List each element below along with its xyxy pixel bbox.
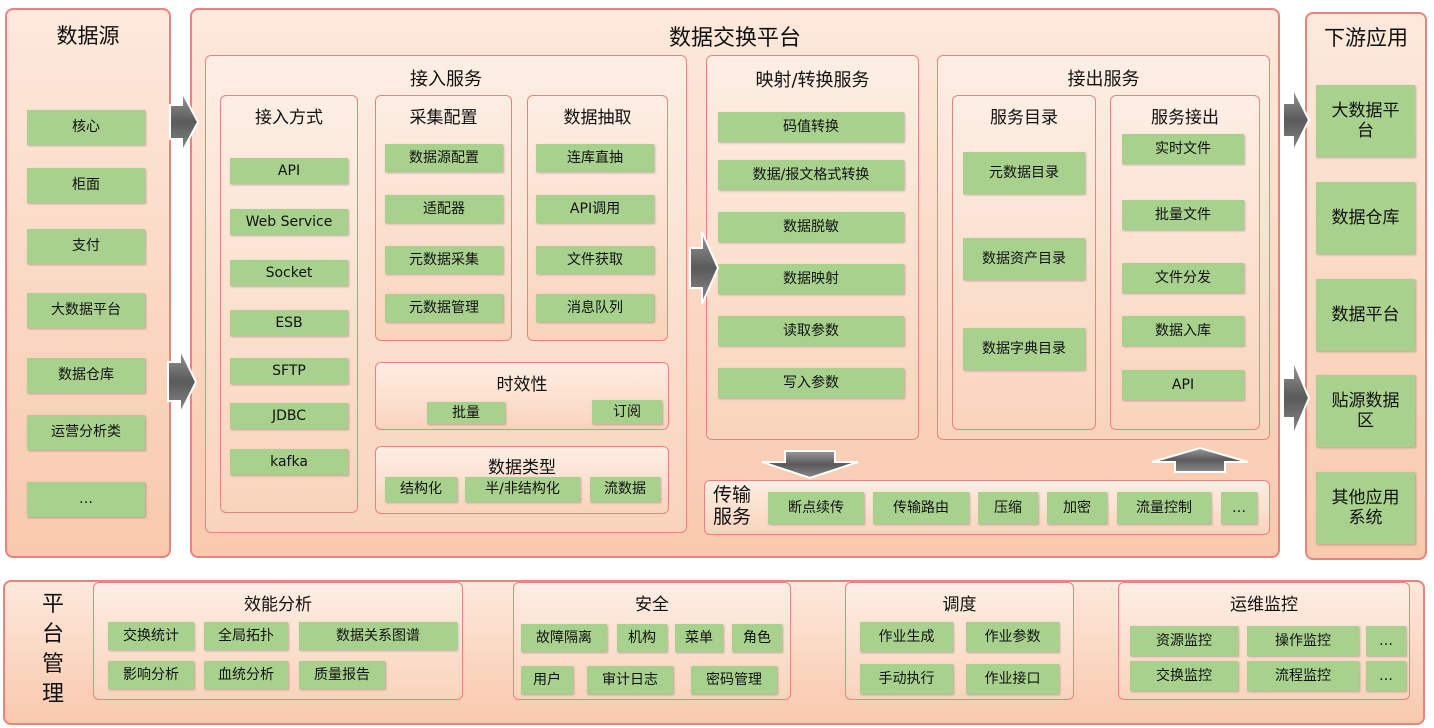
item: 压缩: [978, 492, 1038, 524]
column-title: 服务接出: [1151, 108, 1219, 128]
item: API: [230, 158, 348, 184]
group-title: 运维监控: [1230, 595, 1298, 615]
platform-title: 数据交换平台: [668, 26, 801, 51]
item: 数据资产目录: [963, 238, 1085, 280]
column-title: 接入方式: [255, 108, 323, 128]
item: 用户: [521, 666, 573, 694]
item: 全局拓扑: [204, 622, 288, 650]
item: 实时文件: [1122, 134, 1244, 164]
item: 作业参数: [966, 622, 1059, 652]
ingest-title: 接入服务: [410, 69, 482, 90]
downstream-item: 贴源数据区: [1316, 375, 1415, 447]
item: 菜单: [675, 624, 723, 652]
item: 加密: [1047, 492, 1107, 524]
item: 资源监控: [1130, 626, 1238, 656]
source-item: 运营分析类: [27, 415, 145, 450]
group-title: 调度: [942, 595, 977, 615]
item: Socket: [230, 260, 348, 286]
item: 读取参数: [718, 316, 904, 346]
item: …: [1221, 492, 1257, 524]
item: 断点续传: [768, 492, 864, 524]
item: …: [1366, 661, 1406, 691]
item: 数据映射: [718, 264, 904, 294]
downstream-item: 数据仓库: [1316, 182, 1415, 254]
output-title: 接出服务: [1067, 69, 1140, 90]
source-item: …: [27, 482, 145, 517]
item: 元数据管理: [385, 294, 503, 322]
downstream-item: 其他应用系统: [1316, 472, 1415, 544]
item: 数据字典目录: [963, 328, 1085, 370]
item: 数据/报文格式转换: [718, 160, 904, 190]
item: 数据脱敏: [718, 212, 904, 242]
item: 作业接口: [966, 664, 1059, 694]
section-title: 数据类型: [488, 458, 556, 478]
item: 交换监控: [1130, 661, 1238, 691]
downstream-item: 大数据平台: [1316, 85, 1415, 157]
source-item: 柜面: [27, 168, 145, 203]
item: 机构: [617, 624, 667, 652]
downstream-item: 数据平台: [1316, 279, 1415, 351]
group-title: 安全: [635, 595, 669, 615]
item: 文件分发: [1122, 263, 1244, 293]
item: kafka: [230, 449, 348, 475]
item: 影响分析: [108, 661, 194, 689]
item: 手动执行: [860, 664, 953, 694]
item: 写入参数: [718, 368, 904, 398]
item: SFTP: [230, 358, 348, 384]
item: 数据源配置: [385, 144, 503, 172]
item: 批量文件: [1122, 200, 1244, 230]
item: 传输路由: [873, 492, 969, 524]
item: 订阅: [592, 400, 662, 424]
item: API: [1122, 370, 1244, 400]
mapping-title: 映射/转换服务: [755, 70, 870, 91]
item: 作业生成: [860, 622, 953, 652]
source-item: 大数据平台: [27, 293, 145, 328]
column-title: 服务目录: [990, 108, 1058, 128]
item: 结构化: [385, 477, 457, 502]
group-title: 效能分析: [244, 595, 312, 615]
item: 审计日志: [587, 666, 673, 694]
column-title: 采集配置: [409, 108, 478, 128]
section-title: 时效性: [496, 375, 548, 395]
transport-title: 传输服务: [712, 484, 751, 528]
item: 角色: [732, 624, 782, 652]
item: …: [1366, 626, 1406, 656]
item: 血统分析: [204, 661, 288, 689]
item: Web Service: [230, 209, 348, 235]
panel-title: 下游应用: [1324, 26, 1408, 50]
column-title: 数据抽取: [563, 108, 632, 128]
item: 质量报告: [299, 661, 385, 689]
source-item: 数据仓库: [27, 358, 145, 393]
item: ESB: [230, 310, 348, 336]
item: 文件获取: [536, 246, 654, 274]
data-source-panel: [5, 8, 171, 558]
source-item: 核心: [27, 110, 145, 145]
item: 流数据: [590, 477, 660, 502]
item: API调用: [536, 195, 654, 223]
item: 适配器: [385, 195, 503, 223]
source-item: 支付: [27, 229, 145, 264]
panel-title: 数据源: [56, 24, 120, 48]
item: 批量: [427, 402, 505, 424]
item: JDBC: [230, 403, 348, 429]
item: 操作监控: [1247, 626, 1359, 656]
item: 交换统计: [108, 622, 194, 650]
item: 流程监控: [1247, 661, 1359, 691]
item: 流量控制: [1117, 492, 1211, 524]
item: 密码管理: [691, 666, 777, 694]
item: 消息队列: [536, 294, 654, 322]
item: 故障隔离: [521, 624, 607, 652]
item: 数据入库: [1122, 316, 1244, 346]
management-title: 平台管理: [41, 592, 64, 707]
item: 数据关系图谱: [299, 622, 457, 650]
item: 连库直抽: [536, 144, 654, 172]
item: 半/非结构化: [465, 477, 580, 502]
item: 元数据目录: [963, 152, 1085, 194]
item: 码值转换: [718, 112, 904, 142]
item: 元数据采集: [385, 246, 503, 274]
